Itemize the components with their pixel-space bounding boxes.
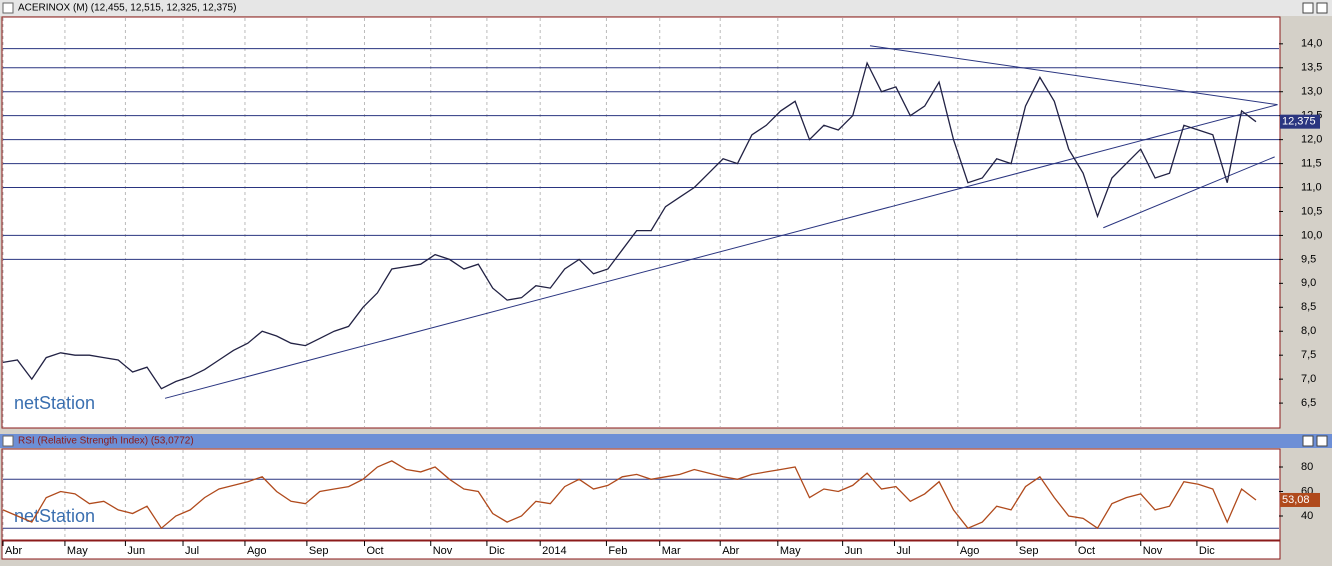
y-tick-label: 11,5	[1301, 157, 1322, 169]
trend-line	[869, 45, 1278, 106]
last-value-label: 53,08	[1282, 494, 1310, 506]
date-axis	[1, 540, 1281, 560]
y-tick-label: 8,5	[1301, 301, 1316, 313]
x-tick-label: Jul	[185, 545, 199, 557]
maximize-button[interactable]	[1302, 435, 1314, 447]
rsi-title-bar	[0, 434, 1332, 448]
window-icon	[2, 2, 14, 14]
x-tick-label: Dic	[489, 545, 505, 557]
x-tick-label: Nov	[433, 545, 453, 557]
rsi-plot	[1, 448, 1281, 541]
x-tick-label: Sep	[1019, 545, 1039, 557]
y-tick-label: 9,5	[1301, 253, 1316, 265]
x-tick-label: Dic	[1199, 545, 1215, 557]
x-tick-label: Jun	[127, 545, 145, 557]
x-tick-label: May	[67, 545, 88, 557]
watermark: netStation	[14, 393, 95, 413]
y-tick-label: 13,5	[1301, 62, 1322, 74]
x-tick-label: Jun	[845, 545, 863, 557]
x-tick-label: May	[780, 545, 801, 557]
x-tick-label: Abr	[5, 545, 22, 557]
x-tick-label: Nov	[1143, 545, 1163, 557]
trend-line	[164, 104, 1278, 399]
y-tick-label: 40	[1301, 510, 1313, 522]
trend-line	[1103, 156, 1275, 229]
rsi-title: RSI (Relative Strength Index) (53,0772)	[18, 436, 194, 447]
watermark: netStation	[14, 506, 95, 526]
series-line	[2, 61, 1257, 390]
y-tick-label: 11,0	[1301, 181, 1322, 193]
x-tick-label: Ago	[247, 545, 267, 557]
x-tick-label: Mar	[662, 545, 681, 557]
price-plot	[1, 16, 1281, 429]
x-tick-label: 2014	[542, 545, 566, 557]
x-tick-label: Abr	[722, 545, 739, 557]
close-button[interactable]	[1316, 435, 1328, 447]
last-value-box	[1280, 492, 1320, 507]
y-tick-label: 12,0	[1301, 134, 1322, 146]
x-tick-label: Jul	[896, 545, 910, 557]
y-tick-label: 9,0	[1301, 277, 1316, 289]
y-tick-label: 14,0	[1301, 38, 1322, 50]
y-tick-label: 80	[1301, 461, 1313, 473]
window-icon	[2, 435, 14, 447]
x-tick-label: Ago	[960, 545, 980, 557]
y-tick-label: 10,0	[1301, 229, 1322, 241]
x-tick-label: Oct	[1078, 545, 1095, 557]
title-bar	[0, 0, 1332, 16]
y-tick-label: 7,0	[1301, 373, 1316, 385]
y-tick-label: 7,5	[1301, 349, 1316, 361]
y-tick-label: 6,5	[1301, 397, 1316, 409]
y-tick-label: 10,5	[1301, 205, 1322, 217]
maximize-button[interactable]	[1302, 2, 1314, 14]
price-title: ACERINOX (M) (12,455, 12,515, 12,325, 12…	[18, 3, 236, 14]
last-value-label: 12,375	[1282, 116, 1316, 128]
y-tick-label: 13,0	[1301, 86, 1322, 98]
last-value-box	[1280, 114, 1320, 129]
x-tick-label: Oct	[366, 545, 383, 557]
x-tick-label: Feb	[608, 545, 627, 557]
y-tick-label: 8,0	[1301, 325, 1316, 337]
x-tick-label: Sep	[309, 545, 329, 557]
close-button[interactable]	[1316, 2, 1328, 14]
series-line	[2, 460, 1257, 530]
